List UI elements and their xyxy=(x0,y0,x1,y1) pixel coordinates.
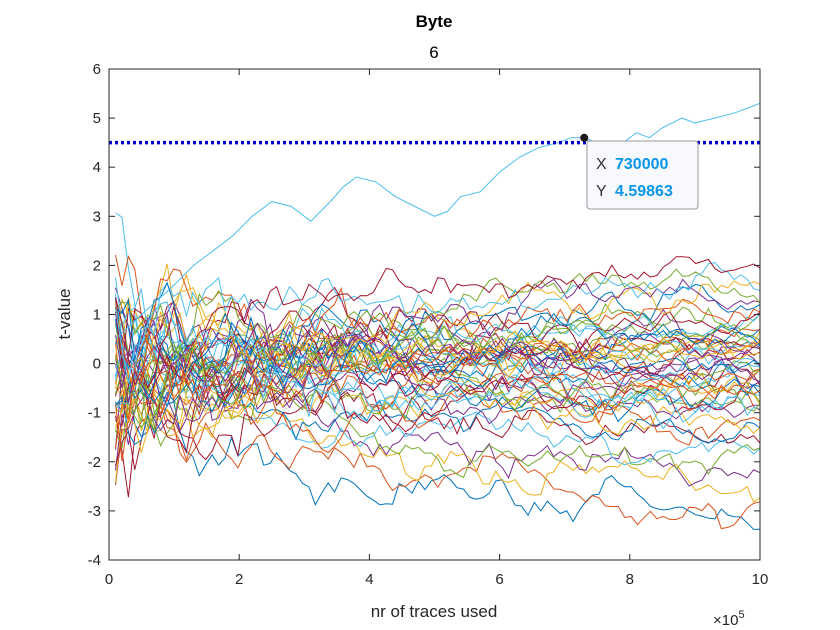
datatip-x-value: 730000 xyxy=(615,156,668,173)
x-tick-label: 2 xyxy=(235,571,243,588)
y-tick-label: 3 xyxy=(93,208,101,225)
series-line xyxy=(115,286,760,381)
series-line xyxy=(115,338,760,423)
y-tick-label: -4 xyxy=(88,552,101,569)
series-line xyxy=(115,362,760,503)
x-tick-label: 0 xyxy=(105,571,113,588)
series-layer xyxy=(115,102,760,530)
series-line xyxy=(115,330,760,449)
series-line xyxy=(115,374,760,485)
datatip-x-label: X xyxy=(596,156,607,173)
series-line xyxy=(115,326,760,454)
series-line xyxy=(115,283,760,408)
series-line xyxy=(115,277,760,390)
series-line xyxy=(115,298,760,413)
series-line xyxy=(115,301,760,430)
tick-layer: 0 2 4 6 8 10 -4 -3 -2 -1 0 1 2 3 4 5 6 xyxy=(88,61,769,588)
x-tick-label: 4 xyxy=(365,571,373,588)
x-exponent-label: ×105 xyxy=(713,609,745,629)
y-axis-label: t-value xyxy=(55,288,74,339)
series-line xyxy=(115,256,760,389)
series-line xyxy=(115,262,760,371)
y-tick-label: 4 xyxy=(93,159,101,176)
series-line xyxy=(115,336,760,462)
datatip-y-label: Y xyxy=(596,183,607,200)
y-tick-label: -1 xyxy=(88,405,101,422)
datatip[interactable]: X 730000 Y 4.59863 xyxy=(580,133,699,210)
series-line xyxy=(115,319,760,423)
y-tick-label: 6 xyxy=(93,61,101,78)
x-axis-label: nr of traces used xyxy=(371,602,498,621)
series-line xyxy=(115,301,760,411)
series-line xyxy=(115,319,760,429)
series-line xyxy=(115,268,760,449)
series-line xyxy=(115,299,760,404)
y-tick-label: -2 xyxy=(88,454,101,471)
y-tick-label: 0 xyxy=(93,356,101,373)
series-line xyxy=(115,301,760,470)
y-tick-label: 1 xyxy=(93,307,101,324)
chart-subtitle: 6 xyxy=(429,43,438,62)
series-line xyxy=(115,297,760,389)
series-line xyxy=(115,352,760,530)
series-line xyxy=(115,323,760,454)
x-tick-label: 6 xyxy=(495,571,503,588)
series-line xyxy=(115,351,760,450)
x-tick-label: 10 xyxy=(752,571,769,588)
datatip-marker[interactable] xyxy=(580,133,589,142)
series-line xyxy=(115,301,760,401)
series-line xyxy=(115,338,760,483)
x-tick-label: 8 xyxy=(626,571,634,588)
series-line xyxy=(115,311,760,419)
y-tick-label: 2 xyxy=(93,257,101,274)
series-line xyxy=(115,281,760,376)
series-line xyxy=(115,278,760,387)
datatip-y-value: 4.59863 xyxy=(615,183,673,200)
series-line xyxy=(115,322,760,432)
y-tick-label: 5 xyxy=(93,110,101,127)
datatip-box xyxy=(586,140,699,210)
series-line xyxy=(115,280,760,428)
series-line xyxy=(115,342,760,530)
highlight-series-line xyxy=(115,102,760,340)
y-tick-label: -3 xyxy=(88,503,101,520)
chart-title: Byte xyxy=(416,12,453,31)
